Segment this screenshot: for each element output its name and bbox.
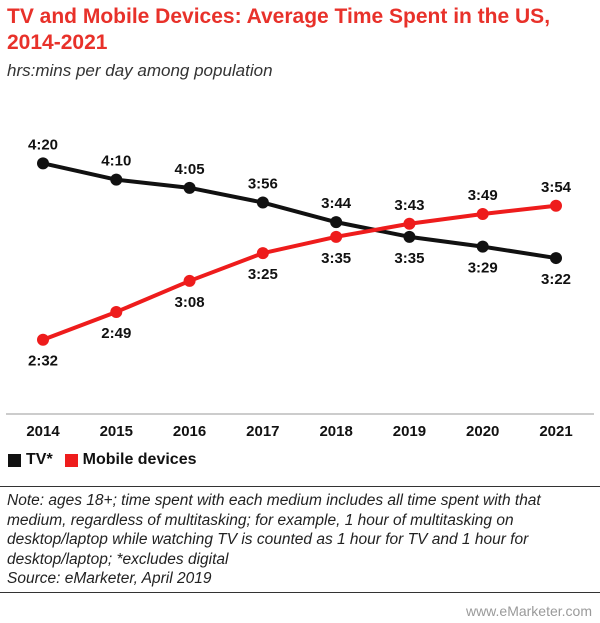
x-tick-label-2020: 2020 (466, 423, 499, 440)
divider-line (0, 486, 600, 487)
data-label-mobile-2020: 3:49 (468, 187, 498, 204)
labels-layer: 4:20 4:10 4:05 3:56 3:44 3:35 3:29 3:22 2:32 2:49… (28, 136, 572, 369)
x-tick-label-2016: 2016 (173, 423, 206, 440)
legend-swatch-mobile (64, 453, 78, 467)
series-layer (37, 157, 562, 346)
chart-note: Note: ages 18+; time spent with each med… (7, 492, 541, 568)
data-label-mobile-2015: 2:49 (101, 325, 131, 342)
legend-item-mobile: Mobile devices (64, 451, 197, 469)
data-label-tv-2021: 3:22 (541, 271, 571, 288)
point-tv-2019 (403, 230, 416, 243)
point-mobile-2021 (550, 199, 562, 212)
data-label-mobile-2016: 3:08 (175, 294, 205, 311)
point-mobile-2019 (403, 217, 416, 230)
data-label-tv-2019: 3:35 (394, 250, 424, 267)
x-tick-label-2021: 2021 (539, 423, 572, 440)
legend-label-tv: TV* (26, 451, 53, 468)
series-line-mobile (42, 203, 557, 342)
x-tick-label-2014: 2014 (26, 423, 60, 440)
x-tick-labels: 2014 2015 2016 2017 2018 2019 2020 2021 (26, 423, 572, 440)
x-tick-label-2015: 2015 (100, 423, 133, 440)
chart-title: TV and Mobile Devices: Average Time Spen… (7, 5, 551, 54)
x-tick-label-2018: 2018 (319, 423, 352, 440)
point-tv-2017 (256, 196, 269, 209)
chart-source: Source: eMarketer, April 2019 (7, 570, 212, 587)
data-label-mobile-2019: 3:43 (394, 197, 424, 214)
legend-item-tv: TV* (8, 451, 53, 469)
watermark: www.eMarketer.com (465, 603, 592, 619)
point-mobile-2020 (476, 207, 489, 220)
point-mobile-2015 (110, 305, 123, 318)
point-mobile-2014 (37, 333, 49, 346)
data-label-mobile-2017: 3:25 (248, 266, 278, 283)
data-label-tv-2015: 4:10 (101, 153, 131, 170)
legend-swatch-tv (8, 453, 21, 467)
data-label-tv-2020: 3:29 (468, 260, 498, 277)
data-label-tv-2016: 4:05 (175, 161, 205, 178)
data-label-mobile-2021: 3:54 (541, 179, 572, 196)
point-tv-2018 (330, 216, 343, 229)
data-label-mobile-2014: 2:32 (28, 353, 58, 370)
point-mobile-2016 (183, 274, 196, 287)
bottom-divider-line (0, 592, 600, 593)
data-label-tv-2017: 3:56 (248, 176, 278, 193)
point-tv-2014 (37, 157, 49, 170)
data-label-tv-2018: 3:44 (321, 195, 352, 212)
point-tv-2021 (550, 252, 562, 265)
data-label-mobile-2018: 3:35 (321, 250, 351, 267)
point-tv-2015 (110, 173, 123, 186)
chart-subtitle: hrs:mins per day among population (7, 61, 273, 80)
x-tick-label-2019: 2019 (393, 423, 426, 440)
point-mobile-2017 (256, 247, 269, 260)
data-label-tv-2014: 4:20 (28, 136, 58, 153)
x-tick-label-2017: 2017 (246, 423, 279, 440)
point-mobile-2018 (330, 230, 343, 243)
legend: TV* Mobile devices (8, 451, 209, 469)
series-line-tv (42, 161, 557, 261)
legend-label-mobile: Mobile devices (82, 451, 197, 468)
point-tv-2016 (183, 181, 196, 194)
line-chart: 4:20 4:10 4:05 3:56 3:44 3:35 3:29 3:22 2:32 2:49… (6, 136, 594, 440)
point-tv-2020 (476, 240, 489, 253)
